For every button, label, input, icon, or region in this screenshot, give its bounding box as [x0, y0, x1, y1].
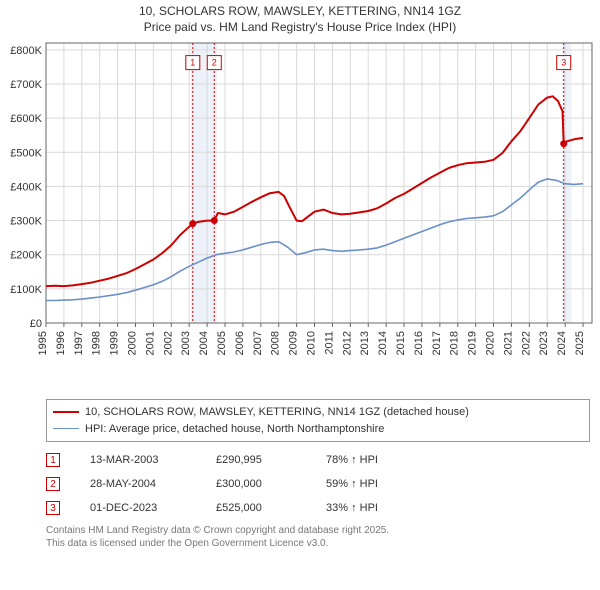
svg-text:1995: 1995 — [37, 331, 49, 355]
svg-text:1999: 1999 — [109, 331, 121, 355]
svg-text:2002: 2002 — [162, 331, 174, 355]
legend-label: HPI: Average price, detached house, Nort… — [85, 421, 384, 438]
svg-text:2006: 2006 — [234, 331, 246, 355]
marker-row: 2 28-MAY-2004 £300,000 59% ↑ HPI — [46, 472, 600, 496]
attribution-line2: This data is licensed under the Open Gov… — [46, 537, 600, 550]
attribution: Contains HM Land Registry data © Crown c… — [46, 524, 600, 550]
marker-hpi: 59% ↑ HPI — [326, 478, 416, 490]
svg-text:3: 3 — [561, 58, 566, 68]
legend-row: 10, SCHOLARS ROW, MAWSLEY, KETTERING, NN… — [53, 404, 583, 421]
legend-label: 10, SCHOLARS ROW, MAWSLEY, KETTERING, NN… — [85, 404, 469, 421]
svg-text:2005: 2005 — [216, 331, 228, 355]
svg-text:2013: 2013 — [359, 331, 371, 355]
svg-text:£200K: £200K — [10, 250, 42, 262]
svg-text:2008: 2008 — [270, 331, 282, 355]
svg-text:2007: 2007 — [252, 331, 264, 355]
svg-text:2000: 2000 — [127, 331, 139, 355]
svg-text:2003: 2003 — [180, 331, 192, 355]
svg-text:2014: 2014 — [377, 331, 389, 355]
svg-text:2021: 2021 — [502, 331, 514, 355]
marker-number-box: 3 — [46, 501, 60, 515]
svg-text:2012: 2012 — [341, 331, 353, 355]
svg-text:2010: 2010 — [306, 331, 318, 355]
attribution-line1: Contains HM Land Registry data © Crown c… — [46, 524, 600, 537]
marker-date: 13-MAR-2003 — [90, 454, 186, 466]
title-line2: Price paid vs. HM Land Registry's House … — [0, 20, 600, 36]
marker-number-box: 1 — [46, 453, 60, 467]
svg-text:£300K: £300K — [10, 216, 42, 228]
chart-area: £0 £100K £200K £300K £400K £500K £600K £700K £80… — [0, 37, 600, 395]
marker-number-box: 2 — [46, 477, 60, 491]
legend-row: HPI: Average price, detached house, Nort… — [53, 421, 583, 438]
svg-text:2004: 2004 — [198, 331, 210, 355]
svg-text:1998: 1998 — [91, 331, 103, 355]
legend-swatch — [53, 411, 79, 413]
svg-text:£800K: £800K — [10, 45, 42, 57]
svg-text:2017: 2017 — [431, 331, 443, 355]
marker-date: 28-MAY-2004 — [90, 478, 186, 490]
marker-price: £300,000 — [216, 478, 296, 490]
svg-text:2019: 2019 — [467, 331, 479, 355]
legend-swatch — [53, 428, 79, 429]
svg-text:1: 1 — [190, 58, 195, 68]
svg-text:2016: 2016 — [413, 331, 425, 355]
svg-text:£400K: £400K — [10, 182, 42, 194]
svg-text:£500K: £500K — [10, 147, 42, 159]
chart-svg: £0 £100K £200K £300K £400K £500K £600K £700K £80… — [0, 37, 600, 395]
svg-text:2: 2 — [212, 58, 217, 68]
marker-row: 1 13-MAR-2003 £290,995 78% ↑ HPI — [46, 448, 600, 472]
marker-row: 3 01-DEC-2023 £525,000 33% ↑ HPI — [46, 496, 600, 520]
svg-text:£100K: £100K — [10, 284, 42, 296]
marker-price: £290,995 — [216, 454, 296, 466]
svg-text:2024: 2024 — [556, 331, 568, 355]
svg-text:2011: 2011 — [323, 331, 335, 355]
svg-text:2023: 2023 — [538, 331, 550, 355]
svg-text:2020: 2020 — [485, 331, 497, 355]
svg-text:2025: 2025 — [574, 331, 586, 355]
svg-text:2015: 2015 — [395, 331, 407, 355]
svg-text:2022: 2022 — [520, 331, 532, 355]
svg-text:2018: 2018 — [449, 331, 461, 355]
svg-text:£700K: £700K — [10, 79, 42, 91]
svg-text:£0: £0 — [30, 318, 42, 330]
title-line1: 10, SCHOLARS ROW, MAWSLEY, KETTERING, NN… — [0, 4, 600, 20]
svg-text:2009: 2009 — [288, 331, 300, 355]
marker-hpi: 33% ↑ HPI — [326, 502, 416, 514]
marker-table: 1 13-MAR-2003 £290,995 78% ↑ HPI 2 28-MAY-200… — [46, 448, 600, 520]
marker-hpi: 78% ↑ HPI — [326, 454, 416, 466]
svg-text:£600K: £600K — [10, 113, 42, 125]
marker-date: 01-DEC-2023 — [90, 502, 186, 514]
svg-text:1996: 1996 — [55, 331, 67, 355]
svg-text:1997: 1997 — [73, 331, 85, 355]
svg-text:2001: 2001 — [144, 331, 156, 355]
legend: 10, SCHOLARS ROW, MAWSLEY, KETTERING, NN… — [46, 399, 590, 442]
marker-price: £525,000 — [216, 502, 296, 514]
chart-title: 10, SCHOLARS ROW, MAWSLEY, KETTERING, NN… — [0, 0, 600, 37]
